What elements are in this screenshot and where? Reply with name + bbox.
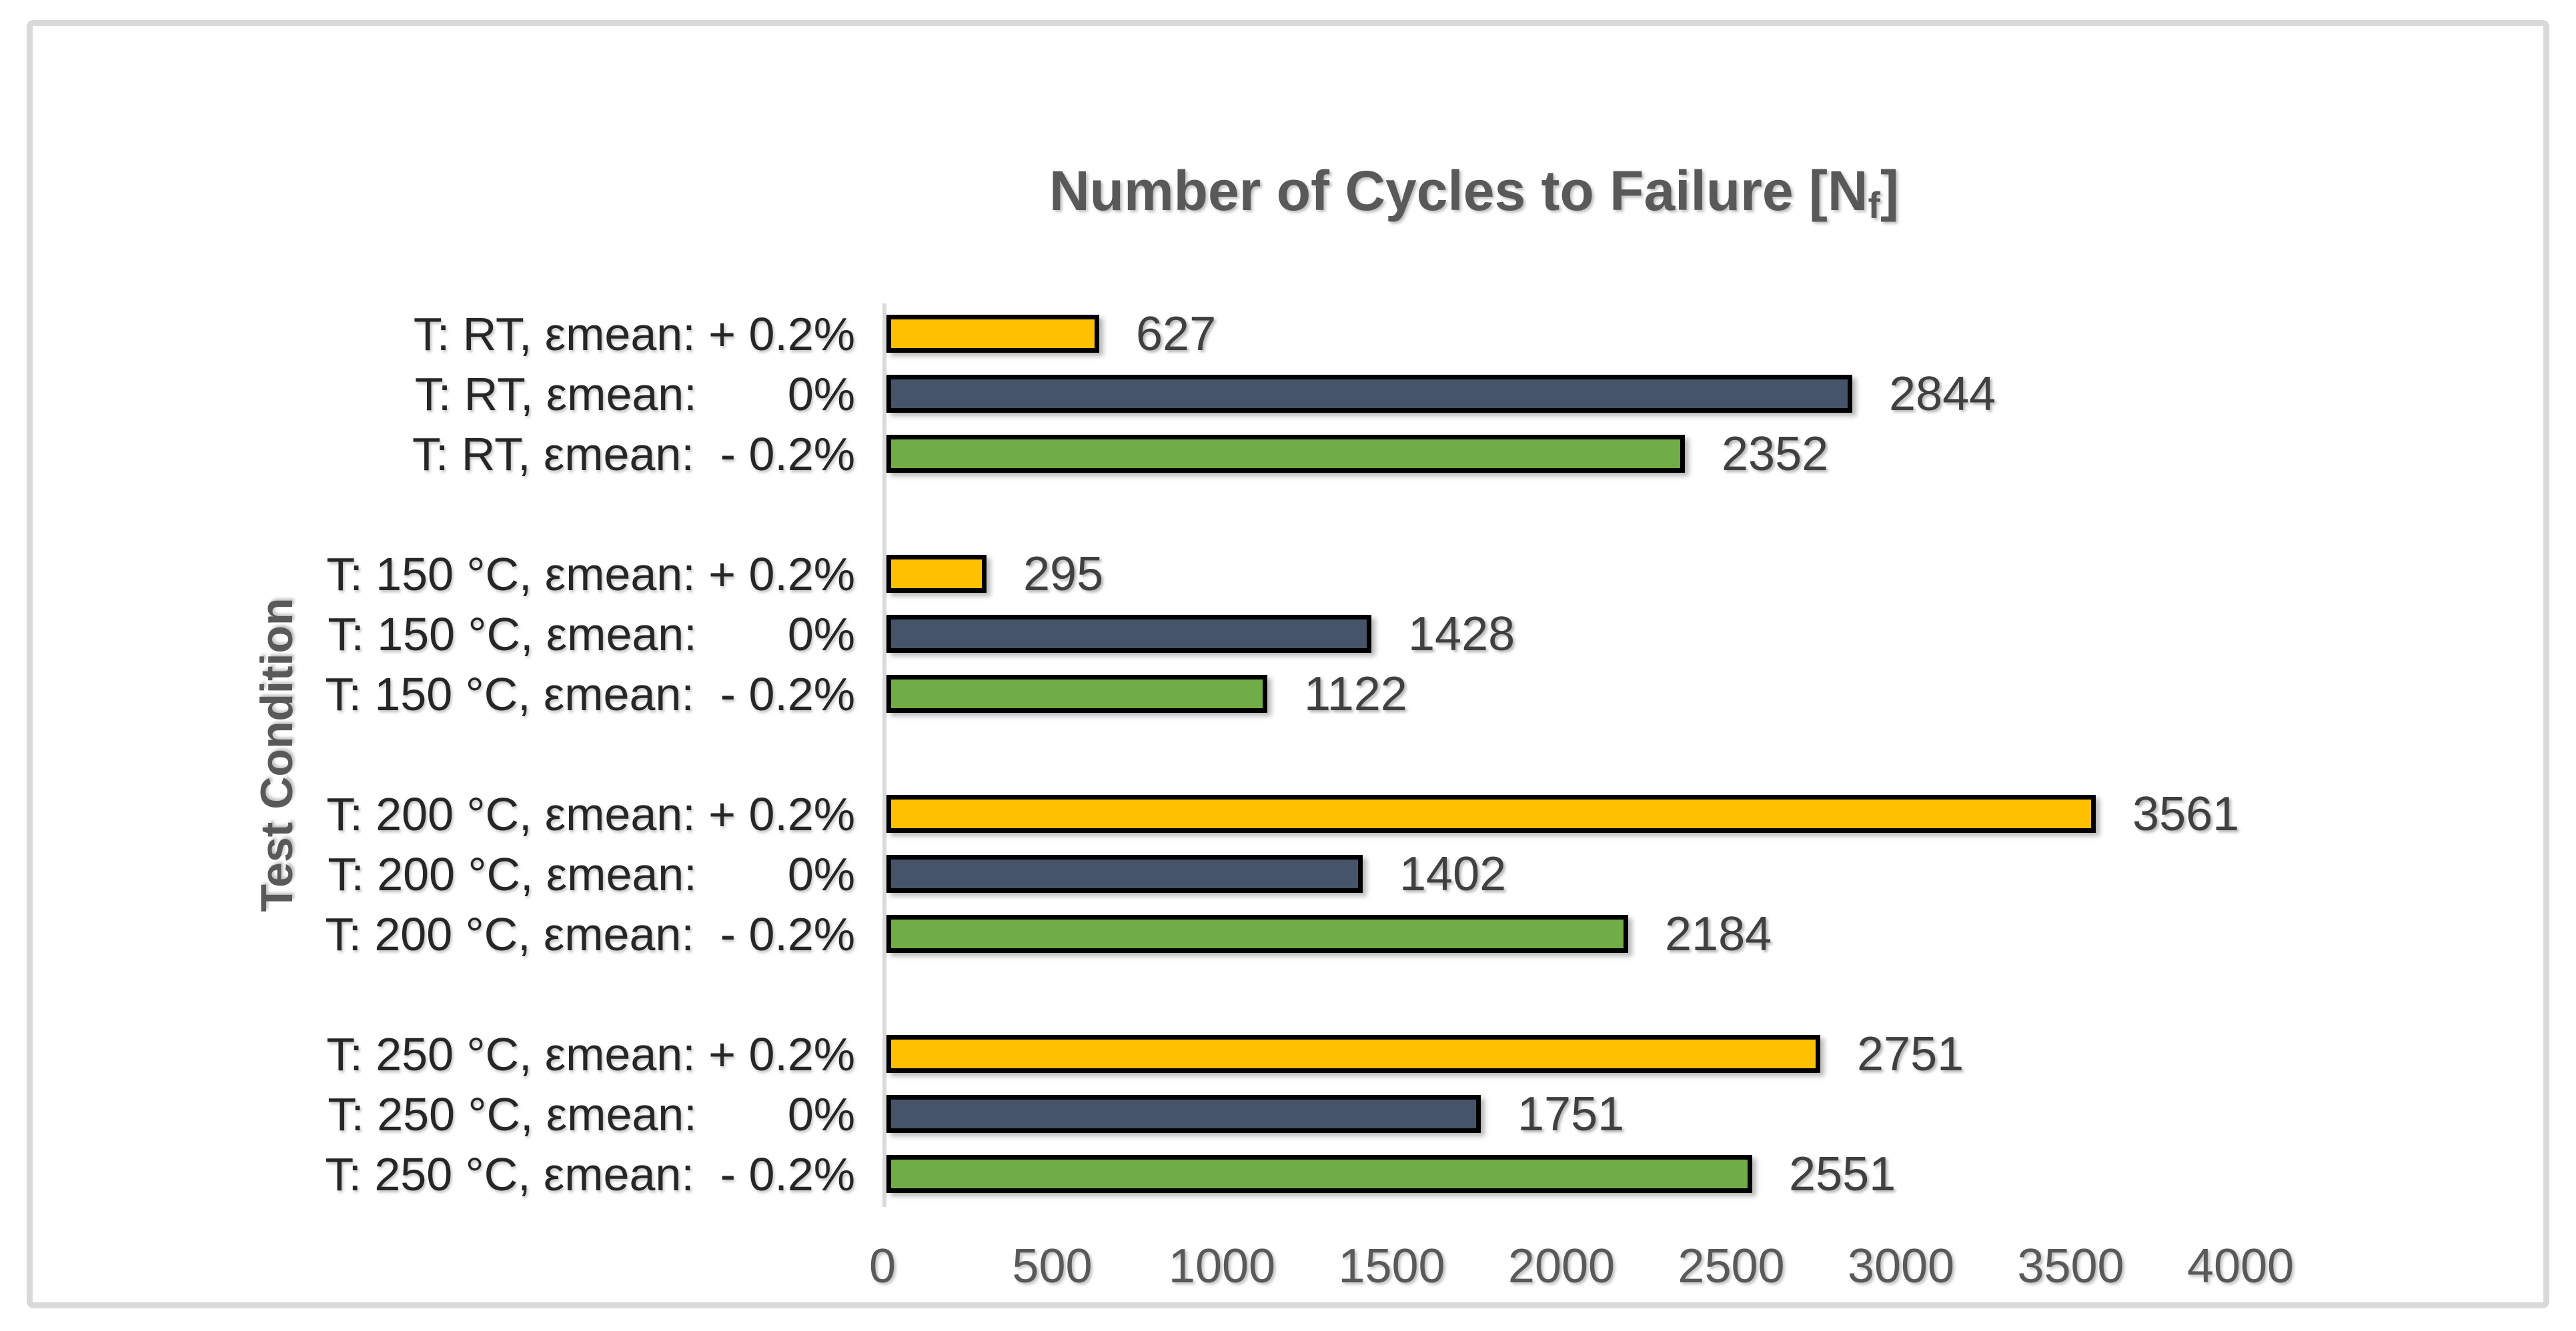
category-label: T: RT, εmean: 0% <box>414 367 855 420</box>
bar-plus_0_2 <box>886 1035 1820 1073</box>
bar-value-label: 1122 <box>1304 667 1407 721</box>
chart-title-suffix: ] <box>1880 159 1899 222</box>
bar-value-label: 2844 <box>1889 367 1996 421</box>
category-label: T: 150 °C, εmean: 0% <box>328 607 855 660</box>
bar-plus_0_2 <box>886 315 1099 353</box>
x-tick-label: 3500 <box>2017 1240 2124 1293</box>
category-label: T: 200 °C, εmean: + 0.2% <box>326 788 855 840</box>
x-tick-label: 3000 <box>1847 1240 1955 1293</box>
category-label: T: 250 °C, εmean: - 0.2% <box>325 1148 855 1200</box>
bar-value-label: 295 <box>1023 547 1104 601</box>
x-tick-label: 0 <box>868 1240 896 1293</box>
x-tick-label: 2000 <box>1507 1240 1616 1293</box>
bar-value-label: 2352 <box>1722 427 1829 481</box>
chart-frame <box>27 20 2549 1308</box>
category-label: T: 150 °C, εmean: - 0.2% <box>325 668 855 720</box>
category-axis-labels: T: RT, εmean: + 0.2% T: RT, εmean: 0% T: R… <box>280 303 855 1207</box>
bar-plus_0_2 <box>886 555 987 593</box>
x-tick-label: 500 <box>1012 1240 1093 1293</box>
bar-minus_0_2 <box>886 1155 1752 1193</box>
chart-title: Number of Cycles to Failure [Nf] <box>807 159 2141 227</box>
bar-value-label: 1428 <box>1408 607 1515 661</box>
bar-minus_0_2 <box>886 675 1267 713</box>
category-label: T: RT, εmean: + 0.2% <box>413 307 855 360</box>
bar-minus_0_2 <box>886 435 1685 473</box>
bar-minus_0_2 <box>886 915 1628 953</box>
x-tick-label: 2500 <box>1678 1240 1785 1293</box>
plot-area: 627 2844 2352 295 1428 1122 3561 1402 2184 2751 17… <box>882 303 2487 1207</box>
bar-value-label: 2551 <box>1789 1147 1896 1201</box>
category-label: T: 250 °C, εmean: + 0.2% <box>326 1028 855 1080</box>
x-axis-tick-labels: 0 500 1000 1500 2000 2500 3000 3500 4000 <box>869 1239 2483 1299</box>
bar-value-label: 1402 <box>1399 847 1507 901</box>
bar-zero <box>886 615 1371 653</box>
category-label: T: 150 °C, εmean: + 0.2% <box>326 547 855 600</box>
bar-value-label: 2751 <box>1857 1027 1964 1081</box>
bar-value-label: 1751 <box>1517 1087 1625 1141</box>
x-tick-label: 4000 <box>2186 1240 2295 1293</box>
bar-zero <box>886 375 1852 413</box>
bar-zero <box>886 855 1363 893</box>
bar-value-label: 2184 <box>1665 907 1772 961</box>
bar-plus_0_2 <box>886 795 2096 833</box>
bar-zero <box>886 1095 1481 1133</box>
category-label: T: 250 °C, εmean: 0% <box>328 1088 855 1140</box>
x-tick-label: 1500 <box>1338 1240 1445 1293</box>
category-label: T: 200 °C, εmean: 0% <box>328 848 855 900</box>
chart-title-subscript: f <box>1868 185 1881 227</box>
category-label: T: 200 °C, εmean: - 0.2% <box>325 908 855 960</box>
bar-value-label: 3561 <box>2132 787 2240 841</box>
chart-title-main: Number of Cycles to Failure [N <box>1049 159 1868 222</box>
x-tick-label: 1000 <box>1168 1240 1276 1293</box>
bar-value-label: 627 <box>1136 307 1217 361</box>
category-label: T: RT, εmean: - 0.2% <box>412 427 855 480</box>
